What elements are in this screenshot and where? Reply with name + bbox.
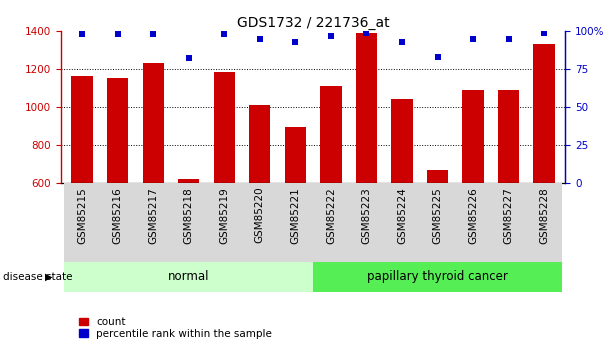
Text: GSM85225: GSM85225 <box>432 187 443 244</box>
Bar <box>242 183 278 262</box>
Bar <box>72 76 93 183</box>
Bar <box>142 63 164 183</box>
Bar <box>107 78 128 183</box>
Point <box>255 36 264 41</box>
Bar <box>356 33 377 183</box>
Point <box>184 56 193 61</box>
Bar <box>455 183 491 262</box>
Text: GSM85226: GSM85226 <box>468 187 478 244</box>
Title: GDS1732 / 221736_at: GDS1732 / 221736_at <box>237 16 390 30</box>
Bar <box>136 183 171 262</box>
Bar <box>498 90 519 183</box>
Text: GSM85223: GSM85223 <box>361 187 371 244</box>
Bar <box>178 179 199 183</box>
Text: papillary thyroid cancer: papillary thyroid cancer <box>367 270 508 283</box>
Bar <box>384 183 420 262</box>
Bar <box>171 183 207 262</box>
Text: ▶: ▶ <box>45 272 52 282</box>
Text: GSM85224: GSM85224 <box>397 187 407 244</box>
Text: GSM85217: GSM85217 <box>148 187 158 244</box>
Point <box>148 31 158 37</box>
Point <box>539 30 549 35</box>
Text: GSM85215: GSM85215 <box>77 187 87 244</box>
Bar <box>533 44 554 183</box>
Bar <box>527 183 562 262</box>
Point <box>468 36 478 41</box>
Bar <box>427 170 448 183</box>
Text: GSM85220: GSM85220 <box>255 187 265 244</box>
Bar <box>491 183 527 262</box>
Bar <box>392 99 413 183</box>
Bar <box>207 183 242 262</box>
Point <box>219 31 229 37</box>
Bar <box>249 105 271 183</box>
Text: GSM85216: GSM85216 <box>112 187 123 244</box>
Bar <box>313 262 562 292</box>
Point <box>503 36 513 41</box>
Point <box>77 31 87 37</box>
Bar <box>64 262 313 292</box>
Bar <box>320 86 342 183</box>
Point <box>291 39 300 45</box>
Bar <box>348 183 384 262</box>
Bar <box>100 183 136 262</box>
Point <box>433 54 443 60</box>
Text: GSM85218: GSM85218 <box>184 187 194 244</box>
Point <box>397 39 407 45</box>
Point <box>326 33 336 38</box>
Text: disease state: disease state <box>3 272 72 282</box>
Text: GSM85222: GSM85222 <box>326 187 336 244</box>
Text: normal: normal <box>168 270 210 283</box>
Text: GSM85227: GSM85227 <box>503 187 514 244</box>
Bar <box>285 127 306 183</box>
Text: GSM85221: GSM85221 <box>291 187 300 244</box>
Bar <box>213 72 235 183</box>
Text: GSM85219: GSM85219 <box>219 187 229 244</box>
Bar <box>420 183 455 262</box>
Bar <box>313 183 348 262</box>
Point <box>113 31 123 37</box>
Bar <box>64 183 100 262</box>
Legend: count, percentile rank within the sample: count, percentile rank within the sample <box>78 316 273 340</box>
Point <box>362 30 371 35</box>
Bar <box>278 183 313 262</box>
Bar <box>462 90 484 183</box>
Text: GSM85228: GSM85228 <box>539 187 549 244</box>
